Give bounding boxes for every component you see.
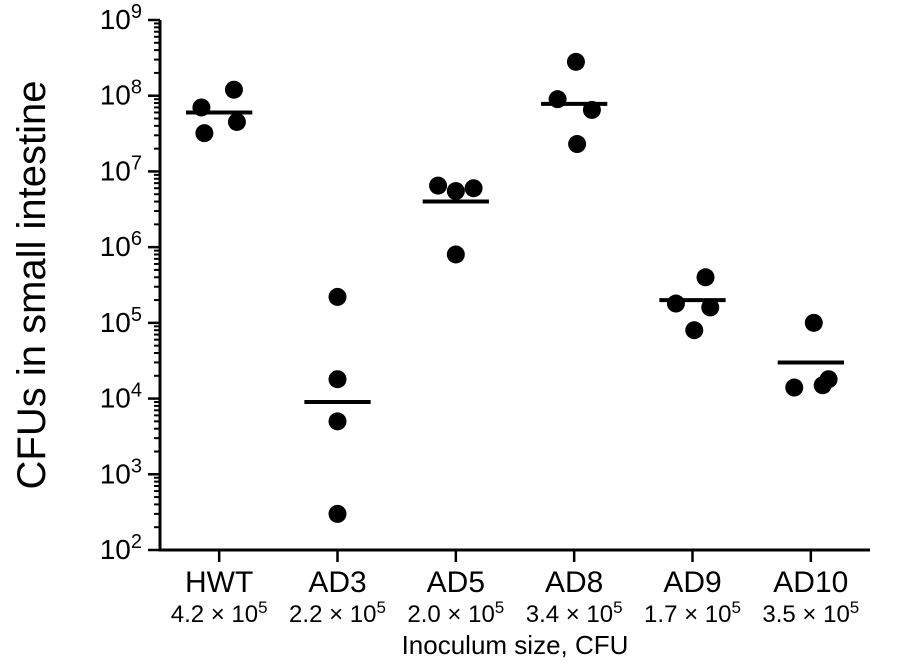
y-tick-label: 103: [100, 455, 142, 489]
y-tick-label: 107: [100, 152, 142, 186]
data-point: [228, 113, 246, 131]
data-point: [447, 245, 465, 263]
data-point: [195, 124, 213, 142]
data-point: [329, 505, 347, 523]
data-point: [549, 90, 567, 108]
x-axis-title: Inoculum size, CFU: [402, 630, 629, 660]
category-label: AD10: [773, 566, 848, 599]
category-sublabel: 3.4 × 105: [526, 598, 623, 629]
data-point: [465, 179, 483, 197]
data-point: [697, 268, 715, 286]
y-tick-label: 108: [100, 77, 142, 111]
data-point: [701, 298, 719, 316]
data-point: [785, 379, 803, 397]
data-point: [820, 370, 838, 388]
data-point: [568, 135, 586, 153]
data-point: [225, 81, 243, 99]
data-point: [329, 288, 347, 306]
y-tick-label: 102: [100, 531, 142, 565]
data-point: [805, 314, 823, 332]
y-tick-label: 106: [100, 228, 142, 262]
data-point: [667, 295, 685, 313]
category-sublabel: 2.2 × 105: [289, 598, 386, 629]
data-point: [329, 370, 347, 388]
category-label: AD5: [427, 566, 485, 599]
category-label: HWT: [185, 566, 253, 599]
category-label: AD3: [308, 566, 366, 599]
data-point: [685, 321, 703, 339]
cfu-scatter-chart: 102 103 104 105 106 107 108 109 CFUs in small in…: [0, 0, 900, 671]
y-tick-label: 104: [100, 380, 142, 414]
data-point: [583, 101, 601, 119]
category-sublabel: 3.5 × 105: [762, 598, 859, 629]
data-point: [447, 182, 465, 200]
data-point: [429, 177, 447, 195]
data-point: [192, 98, 210, 116]
y-tick-label: 105: [100, 304, 142, 338]
data-point: [329, 412, 347, 430]
category-label: AD8: [545, 566, 603, 599]
axes: [160, 20, 870, 550]
category-sublabel: 1.7 × 105: [644, 598, 741, 629]
chart-svg: 102 103 104 105 106 107 108 109 CFUs in small in…: [0, 0, 900, 671]
category-sublabel: 2.0 × 105: [407, 598, 504, 629]
category-label: AD9: [663, 566, 721, 599]
y-axis-title: CFUs in small intestine: [10, 80, 54, 489]
data-point: [567, 53, 585, 71]
category-sublabel: 4.2 × 105: [171, 598, 268, 629]
y-tick-label: 109: [100, 1, 142, 35]
